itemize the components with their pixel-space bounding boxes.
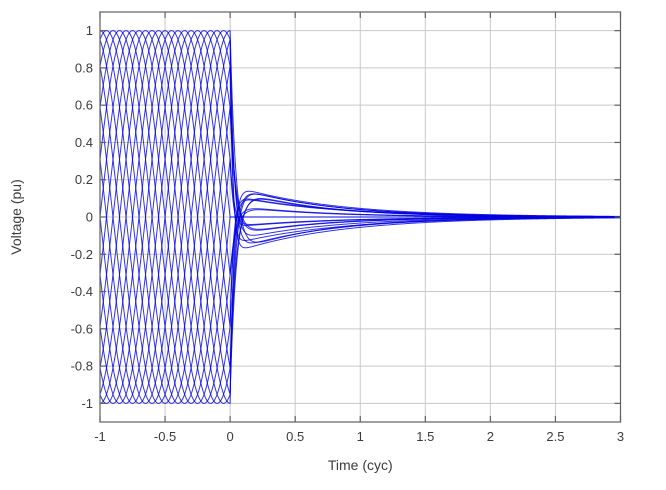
y-axis-label: Voltage (pu) <box>8 179 24 255</box>
waveform-curves <box>100 30 621 404</box>
y-tick-label: 0.4 <box>75 135 93 150</box>
voltage-curve <box>100 30 621 404</box>
x-tick-label: 2 <box>487 429 494 444</box>
y-tick-label: 0 <box>86 210 93 225</box>
y-tick-label: -0.2 <box>71 247 93 262</box>
voltage-curve <box>100 30 621 404</box>
y-tick-label: -0.8 <box>71 359 93 374</box>
x-tick-label: 0.5 <box>286 429 304 444</box>
y-tick-label: 0.2 <box>75 172 93 187</box>
voltage-curve <box>100 30 621 404</box>
y-tick-label: 1 <box>86 23 93 38</box>
tick-marks <box>99 12 622 422</box>
x-tick-label: 1.5 <box>416 429 434 444</box>
y-tick-label: 0.6 <box>75 98 93 113</box>
voltage-curve <box>100 30 621 404</box>
x-tick-label: 0 <box>227 429 234 444</box>
x-tick-label: -1 <box>94 429 106 444</box>
y-tick-label: -0.6 <box>71 321 93 336</box>
x-tick-label: 2.5 <box>546 429 564 444</box>
y-tick-labels: -1 -0.8 -0.6 -0.4 -0.2 0 0.2 0.4 0.6 0.8 1 <box>71 23 93 411</box>
voltage-curve <box>100 30 621 404</box>
y-tick-label: 0.8 <box>75 60 93 75</box>
voltage-curve <box>100 30 621 404</box>
x-tick-label: -0.5 <box>154 429 176 444</box>
y-tick-label: -0.4 <box>71 284 93 299</box>
voltage-curve <box>100 30 621 404</box>
x-tick-label: 3 <box>617 429 624 444</box>
y-tick-label: -1 <box>81 396 93 411</box>
x-tick-labels: -1 -0.5 0 0.5 1 1.5 2 2.5 3 <box>94 429 624 444</box>
x-tick-label: 1 <box>357 429 364 444</box>
x-axis-label: Time (cyc) <box>328 457 393 473</box>
